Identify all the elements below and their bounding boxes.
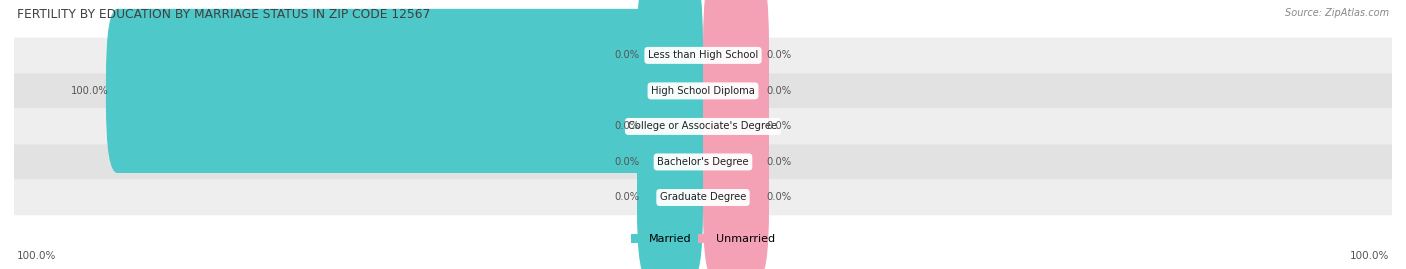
Text: Bachelor's Degree: Bachelor's Degree <box>657 157 749 167</box>
Text: Graduate Degree: Graduate Degree <box>659 193 747 203</box>
FancyBboxPatch shape <box>637 44 703 208</box>
FancyBboxPatch shape <box>105 9 703 173</box>
FancyBboxPatch shape <box>637 115 703 269</box>
FancyBboxPatch shape <box>14 180 1392 215</box>
Text: Less than High School: Less than High School <box>648 50 758 60</box>
FancyBboxPatch shape <box>637 0 703 137</box>
Text: 0.0%: 0.0% <box>766 50 792 60</box>
FancyBboxPatch shape <box>637 80 703 244</box>
Text: 0.0%: 0.0% <box>614 121 640 132</box>
Text: 100.0%: 100.0% <box>17 251 56 261</box>
FancyBboxPatch shape <box>703 115 769 269</box>
Text: 0.0%: 0.0% <box>766 157 792 167</box>
FancyBboxPatch shape <box>703 44 769 208</box>
Text: 100.0%: 100.0% <box>72 86 108 96</box>
Text: FERTILITY BY EDUCATION BY MARRIAGE STATUS IN ZIP CODE 12567: FERTILITY BY EDUCATION BY MARRIAGE STATU… <box>17 8 430 21</box>
FancyBboxPatch shape <box>703 9 769 173</box>
FancyBboxPatch shape <box>703 0 769 137</box>
FancyBboxPatch shape <box>703 80 769 244</box>
Text: 0.0%: 0.0% <box>614 193 640 203</box>
Text: High School Diploma: High School Diploma <box>651 86 755 96</box>
Legend: Married, Unmarried: Married, Unmarried <box>627 229 779 249</box>
Text: 0.0%: 0.0% <box>766 121 792 132</box>
Text: 0.0%: 0.0% <box>766 86 792 96</box>
Text: College or Associate's Degree: College or Associate's Degree <box>628 121 778 132</box>
Text: 0.0%: 0.0% <box>614 50 640 60</box>
Text: 0.0%: 0.0% <box>614 157 640 167</box>
Text: Source: ZipAtlas.com: Source: ZipAtlas.com <box>1285 8 1389 18</box>
FancyBboxPatch shape <box>14 144 1392 180</box>
FancyBboxPatch shape <box>14 109 1392 144</box>
Text: 100.0%: 100.0% <box>1350 251 1389 261</box>
FancyBboxPatch shape <box>14 38 1392 73</box>
Text: 0.0%: 0.0% <box>766 193 792 203</box>
FancyBboxPatch shape <box>14 73 1392 109</box>
